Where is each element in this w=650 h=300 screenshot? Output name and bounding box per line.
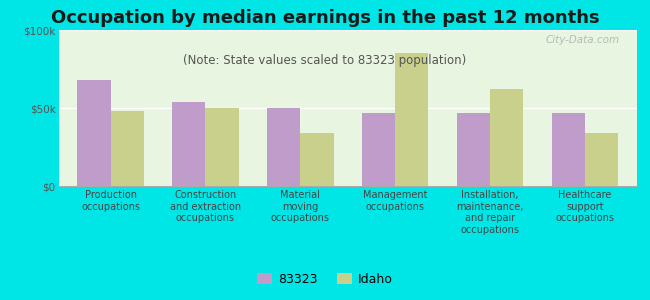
Bar — [111, 111, 144, 186]
Bar — [585, 133, 618, 186]
Bar — [457, 113, 490, 186]
Bar — [77, 80, 110, 186]
Bar — [395, 53, 428, 186]
Bar — [172, 102, 205, 186]
Legend: 83323, Idaho: 83323, Idaho — [252, 268, 398, 291]
Bar — [362, 113, 395, 186]
Text: City-Data.com: City-Data.com — [545, 35, 619, 45]
Text: (Note: State values scaled to 83323 population): (Note: State values scaled to 83323 popu… — [183, 54, 467, 67]
Text: Occupation by median earnings in the past 12 months: Occupation by median earnings in the pas… — [51, 9, 599, 27]
Bar — [300, 133, 333, 186]
Bar — [267, 108, 300, 186]
Bar — [205, 108, 239, 186]
Bar — [490, 89, 523, 186]
Bar — [552, 113, 585, 186]
